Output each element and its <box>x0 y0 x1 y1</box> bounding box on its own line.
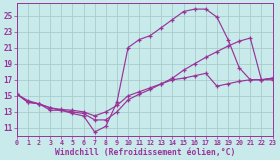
X-axis label: Windchill (Refroidissement éolien,°C): Windchill (Refroidissement éolien,°C) <box>55 148 235 156</box>
